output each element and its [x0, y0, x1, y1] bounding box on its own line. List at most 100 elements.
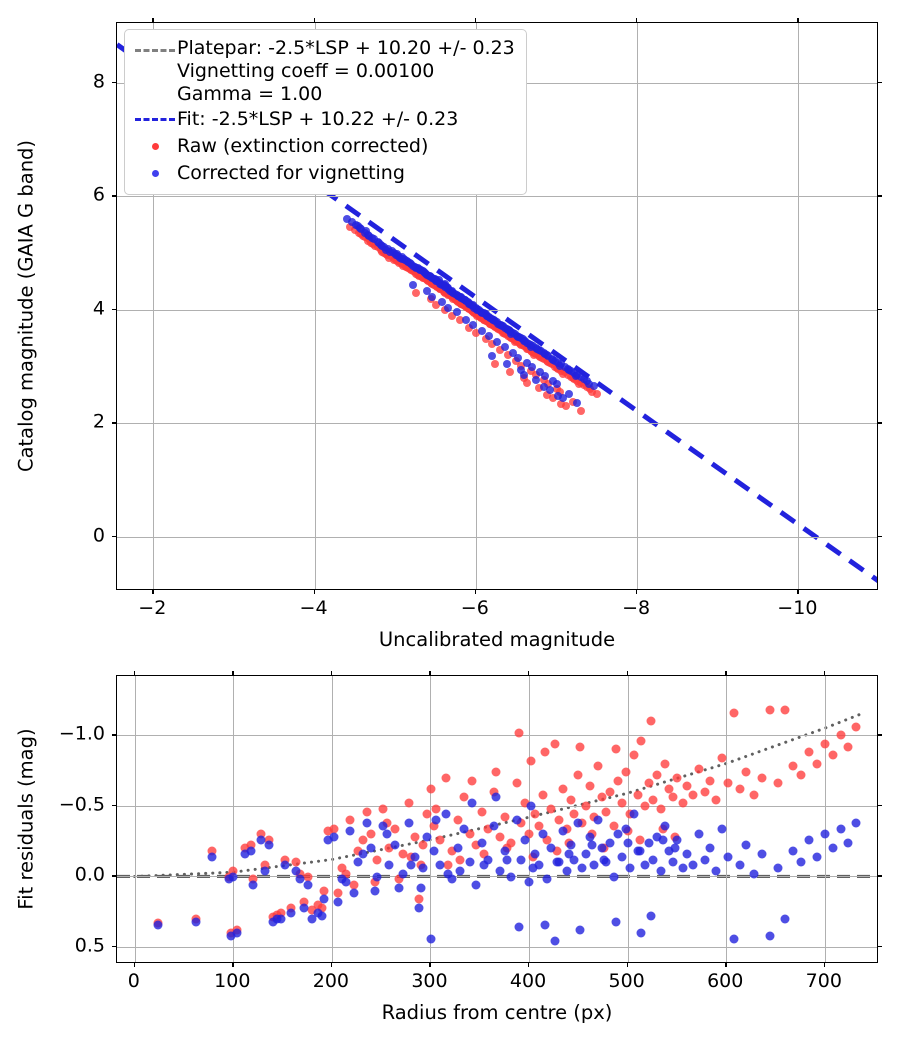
scatter-point [394, 883, 404, 893]
legend-marker-red-dot [133, 133, 177, 160]
scatter-point [644, 838, 654, 848]
scatter-point [441, 773, 451, 783]
gridline-vertical [726, 676, 728, 962]
scatter-point [477, 838, 487, 848]
scatter-point [550, 936, 560, 946]
scatter-point [589, 860, 599, 870]
scatter-point [378, 804, 388, 814]
scatter-point [658, 835, 668, 845]
scatter-point [517, 361, 525, 370]
scatter-point [491, 359, 500, 368]
scatter-point [333, 888, 343, 898]
plot-legend: Platepar: -2.5*LSP + 10.20 +/- 0.23 Vign… [124, 29, 527, 195]
scatter-point [571, 371, 580, 380]
scatter-point [471, 328, 480, 337]
scatter-point [507, 329, 516, 338]
scatter-point [329, 832, 339, 842]
scatter-point [656, 866, 666, 876]
scatter-point [303, 880, 313, 890]
scatter-point [453, 843, 463, 853]
scatter-point [410, 832, 420, 842]
scatter-point [264, 835, 274, 845]
scatter-point [346, 222, 354, 231]
scatter-point [617, 852, 627, 862]
scatter-point [345, 815, 355, 825]
scatter-point [350, 226, 359, 235]
scatter-point [362, 807, 372, 816]
scatter-point [796, 770, 806, 780]
scatter-point [465, 324, 474, 332]
axis-tick-x [313, 18, 315, 22]
scatter-point [682, 781, 692, 791]
scatter-point [317, 903, 327, 912]
scatter-point [788, 761, 798, 771]
scatter-point [635, 846, 644, 856]
scatter-point [404, 818, 414, 828]
scatter-point [678, 863, 688, 873]
scatter-point [585, 832, 595, 842]
scatter-point [664, 784, 674, 794]
scatter-point [581, 801, 591, 811]
gridline-horizontal [117, 805, 877, 807]
scatter-point [246, 840, 256, 850]
x-tick-label: −6 [460, 597, 489, 619]
scatter-point [851, 722, 861, 732]
scatter-point [644, 778, 654, 788]
scatter-point [443, 860, 453, 870]
scatter-point [636, 928, 646, 938]
axis-tick-y [878, 946, 882, 948]
scatter-point [579, 375, 588, 384]
scatter-point [441, 809, 451, 819]
scatter-point [558, 394, 567, 403]
scatter-point [398, 849, 408, 859]
scatter-point [495, 832, 504, 842]
scatter-point [488, 351, 496, 360]
scatter-point [843, 838, 853, 848]
scatter-point [357, 225, 366, 234]
scatter-point [228, 872, 238, 881]
scatter-point [353, 846, 362, 856]
scatter-point [670, 843, 680, 853]
scatter-point [828, 843, 838, 853]
x-tick-label: −10 [777, 597, 818, 619]
scatter-point [465, 829, 475, 839]
scatter-point [388, 246, 396, 255]
scatter-point [447, 846, 457, 856]
scatter-point [593, 761, 603, 771]
scatter-point [429, 846, 439, 856]
scatter-point [540, 920, 550, 929]
gridline-vertical [134, 676, 136, 962]
x-tick-label: −4 [299, 597, 328, 619]
scatter-point [562, 402, 571, 411]
scatter-point [613, 829, 623, 839]
scatter-point [455, 866, 465, 876]
gridline-vertical [430, 676, 432, 962]
scatter-point [711, 866, 721, 876]
scatter-point [520, 798, 530, 808]
scatter-point [700, 855, 709, 864]
y-tick-label: 0.5 [74, 934, 105, 957]
axis-tick-x [133, 671, 136, 675]
scatter-point [384, 843, 394, 853]
scatter-point [566, 795, 575, 805]
scatter-point [585, 781, 595, 791]
axis-tick-y [878, 875, 882, 877]
residuals-overlay [117, 711, 877, 879]
scatter-point [406, 860, 416, 870]
axis-tick-x [725, 963, 727, 967]
gridline-vertical [153, 23, 155, 589]
scatter-point [688, 860, 698, 870]
scatter-point [444, 303, 453, 312]
scatter-point [711, 795, 721, 805]
scatter-point [512, 778, 522, 788]
axis-tick-x [474, 18, 477, 22]
scatter-point [788, 846, 798, 856]
scatter-point [495, 866, 504, 876]
scatter-point [436, 279, 445, 288]
gridline-horizontal [117, 309, 877, 311]
scatter-point [549, 393, 558, 402]
scatter-point [471, 304, 480, 313]
scatter-point [410, 852, 420, 862]
scatter-point [629, 809, 638, 819]
scatter-point [528, 363, 537, 372]
